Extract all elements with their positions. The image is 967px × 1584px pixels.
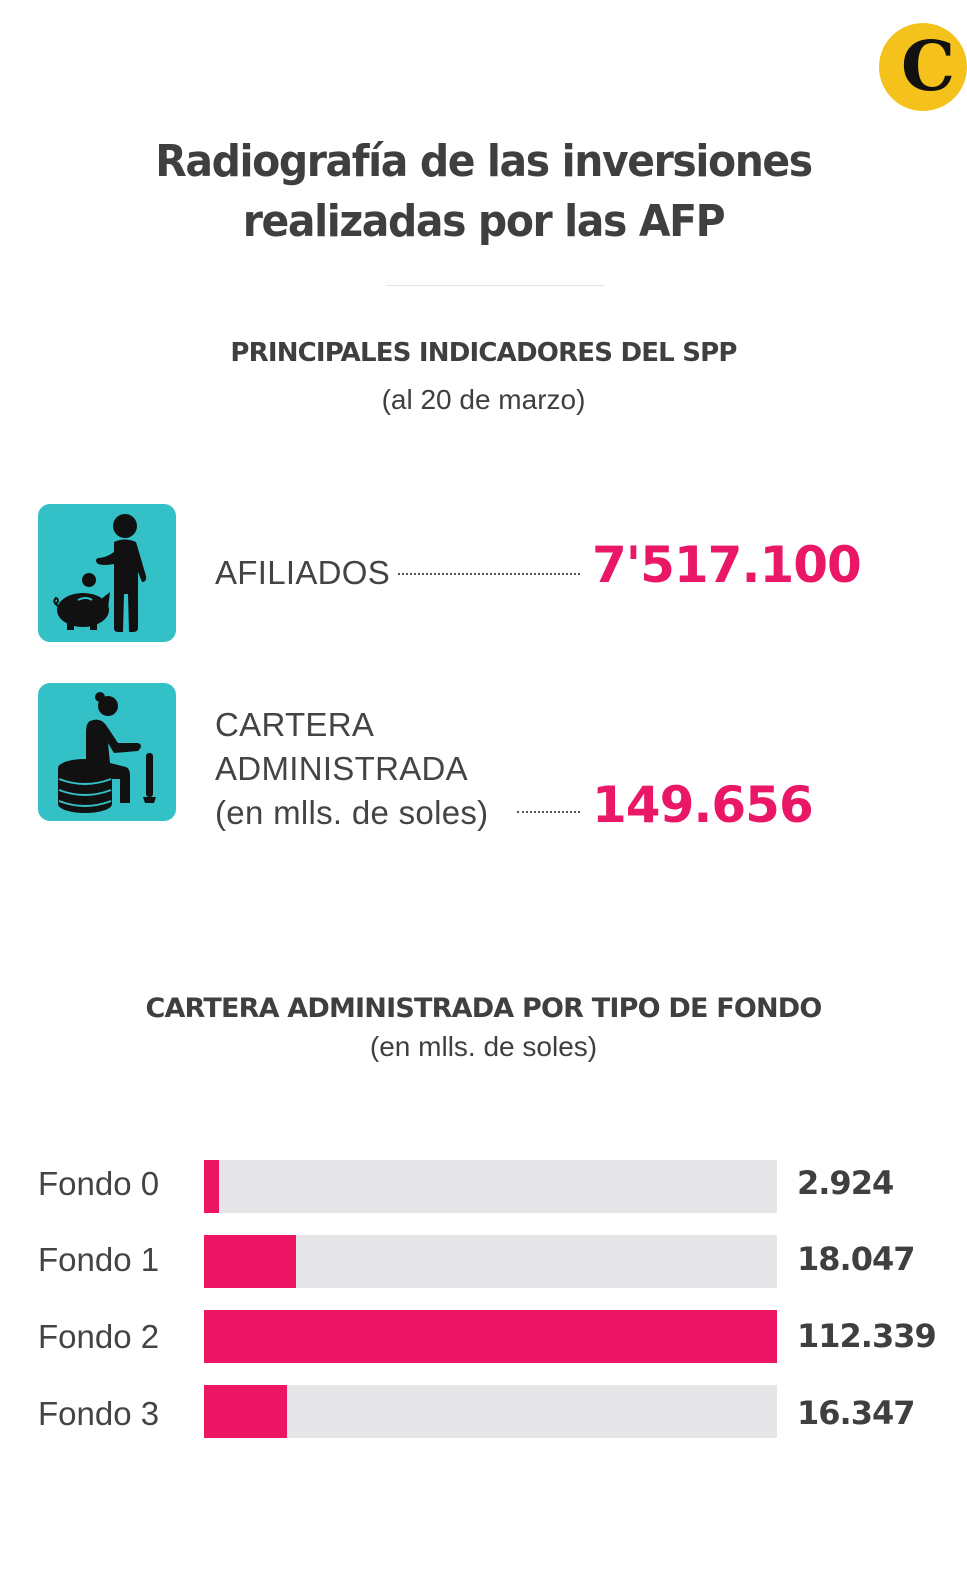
bar-track-fondo-3 xyxy=(204,1385,777,1438)
bar-label-fondo-0: Fondo 0 xyxy=(38,1165,160,1202)
bar-label-fondo-1: Fondo 1 xyxy=(38,1241,160,1278)
page-title: Radiografía de las inversiones realizada… xyxy=(34,132,933,252)
bar-label-fondo-3: Fondo 3 xyxy=(38,1395,160,1432)
logo-letter: C xyxy=(900,27,956,107)
cartera-value: 149.656 xyxy=(592,776,814,834)
cartera-label-line-3: (en mlls. de soles) xyxy=(215,794,489,831)
indicators-subtitle: (al 20 de marzo) xyxy=(381,384,586,415)
dotted-leader xyxy=(517,811,580,813)
bar-value-fondo-1: 18.047 xyxy=(797,1240,915,1278)
cartera-label-line-2: ADMINISTRADA xyxy=(215,750,468,787)
bar-fill-fondo-1 xyxy=(204,1235,296,1288)
afiliados-value: 7'517.100 xyxy=(592,536,862,594)
title-line-2: realizadas por las AFP xyxy=(242,196,726,247)
cartera-label-line-1: CARTERA xyxy=(215,706,375,743)
title-line-1: Radiografía de las inversiones xyxy=(155,136,813,187)
fund-section-subtitle: (en mlls. de soles) xyxy=(369,1031,598,1062)
dotted-leader xyxy=(398,573,580,575)
indicators-title: PRINCIPALES INDICADORES DEL SPP xyxy=(230,338,737,368)
afiliados-label: AFILIADOS xyxy=(215,554,391,591)
bar-track-fondo-2 xyxy=(204,1310,777,1363)
bar-value-fondo-2: 112.339 xyxy=(797,1317,937,1355)
bar-track-fondo-0 xyxy=(204,1160,777,1213)
bar-fill-fondo-2 xyxy=(204,1310,777,1363)
elderly-coins-icon xyxy=(38,683,176,821)
bar-label-fondo-2: Fondo 2 xyxy=(38,1318,160,1355)
bar-value-fondo-0: 2.924 xyxy=(797,1164,894,1202)
bar-track-fondo-1 xyxy=(204,1235,777,1288)
bar-fill-fondo-3 xyxy=(204,1385,287,1438)
person-piggy-bank-icon xyxy=(38,504,176,642)
el-comercio-logo: C xyxy=(879,23,967,111)
bar-value-fondo-3: 16.347 xyxy=(797,1394,915,1432)
fund-section-title: CARTERA ADMINISTRADA POR TIPO DE FONDO xyxy=(145,993,822,1024)
divider xyxy=(386,285,604,286)
bar-fill-fondo-0 xyxy=(204,1160,219,1213)
cartera-label: CARTERA ADMINISTRADA (en mlls. de soles) xyxy=(215,703,488,835)
